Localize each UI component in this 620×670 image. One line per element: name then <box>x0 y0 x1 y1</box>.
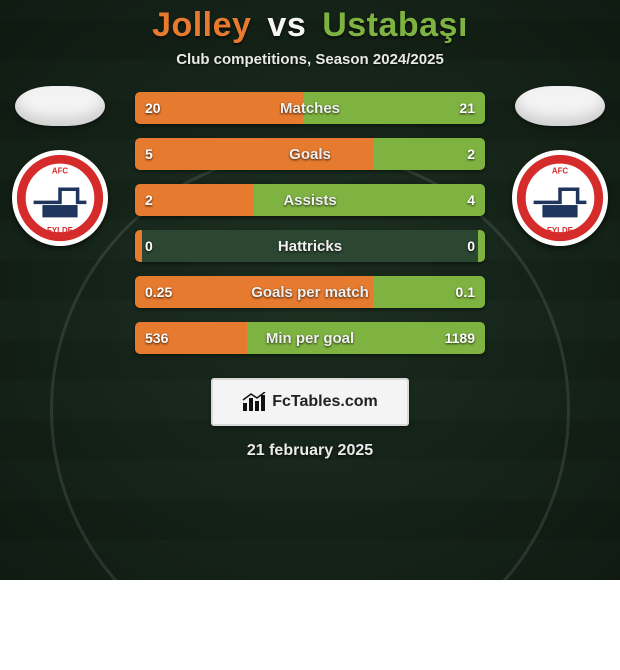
stat-row: 2021Matches <box>135 92 485 124</box>
stat-row: 24Assists <box>135 184 485 216</box>
compare-area: AFC FYLDE AFC FYLDE 2021Matches 52Goals 24… <box>0 92 620 354</box>
stat-label: Matches <box>135 92 485 124</box>
left-club-badge-icon: AFC FYLDE <box>12 150 108 246</box>
stat-label: Min per goal <box>135 322 485 354</box>
stat-row: 00Hattricks <box>135 230 485 262</box>
brand-badge: FcTables.com <box>211 378 409 426</box>
stat-rows: 2021Matches 52Goals 24Assists 00Hattricks 0.… <box>135 92 485 354</box>
subtitle: Club competitions, Season 2024/2025 <box>0 51 620 68</box>
player2-name: Ustabaşı <box>322 6 468 44</box>
svg-text:FYLDE: FYLDE <box>47 226 73 235</box>
player1-name: Jolley <box>152 6 251 44</box>
stat-label: Goals <box>135 138 485 170</box>
stat-row: 52Goals <box>135 138 485 170</box>
right-side: AFC FYLDE <box>500 86 620 246</box>
stat-label: Hattricks <box>135 230 485 262</box>
stat-label: Assists <box>135 184 485 216</box>
brand-text: FcTables.com <box>272 393 378 411</box>
right-club-badge-icon: AFC FYLDE <box>512 150 608 246</box>
brand-chart-icon <box>242 392 266 412</box>
title: Jolley vs Ustabaşı <box>0 6 620 45</box>
vs-text: vs <box>267 6 306 44</box>
left-side: AFC FYLDE <box>0 86 120 246</box>
date-text: 21 february 2025 <box>0 442 620 460</box>
svg-text:AFC: AFC <box>52 166 69 175</box>
svg-text:FYLDE: FYLDE <box>547 226 573 235</box>
comparison-card: Jolley vs Ustabaşı Club competitions, Se… <box>0 0 620 580</box>
stat-row: 0.250.1Goals per match <box>135 276 485 308</box>
left-flag-icon <box>15 86 105 126</box>
svg-text:AFC: AFC <box>552 166 569 175</box>
stat-label: Goals per match <box>135 276 485 308</box>
right-flag-icon <box>515 86 605 126</box>
stat-row: 5361189Min per goal <box>135 322 485 354</box>
